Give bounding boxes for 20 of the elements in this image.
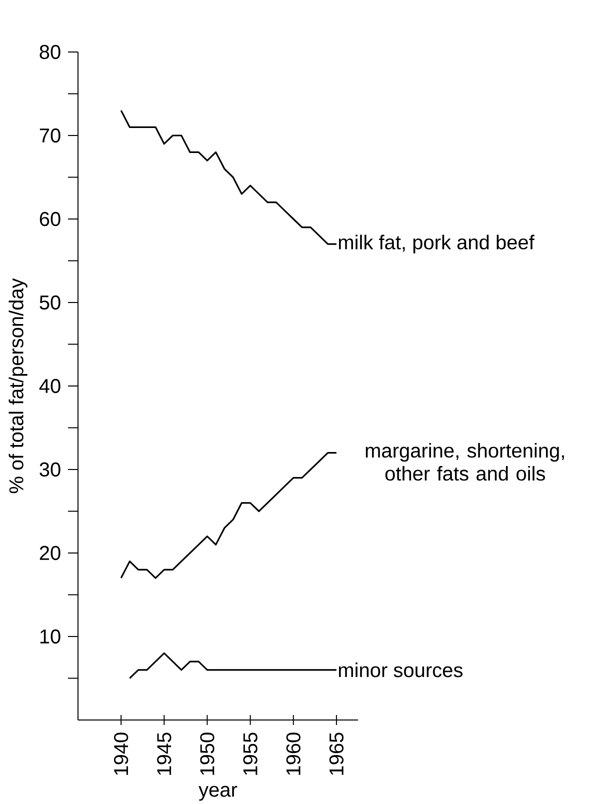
- y-axis-title: % of total fat/person/day: [8, 278, 28, 494]
- y-tick-label: 50: [40, 295, 60, 310]
- x-axis-title: year: [198, 786, 238, 801]
- x-tick-label: 1960: [286, 732, 300, 775]
- x-tick-label: 1965: [329, 732, 344, 775]
- y-tick-label: 80: [40, 44, 60, 60]
- y-tick-label: 20: [40, 546, 60, 560]
- line-series: [120, 452, 338, 579]
- y-tick-label: 60: [40, 212, 60, 226]
- x-tick-label: 1940: [114, 732, 128, 775]
- y-tick-label: 30: [40, 462, 60, 477]
- series-label: minor sources: [338, 662, 462, 678]
- y-tick-label: 70: [40, 128, 60, 143]
- x-tick-label: 1945: [157, 732, 172, 775]
- x-tick-label: 1955: [243, 732, 258, 775]
- y-tick-label: 40: [39, 378, 60, 394]
- series-label: margarine, shortening, other fats and oils: [366, 443, 564, 481]
- y-tick-label: 10: [40, 629, 60, 644]
- x-tick-label: 1950: [200, 732, 214, 775]
- series-label: milk fat, pork and beef: [338, 234, 534, 254]
